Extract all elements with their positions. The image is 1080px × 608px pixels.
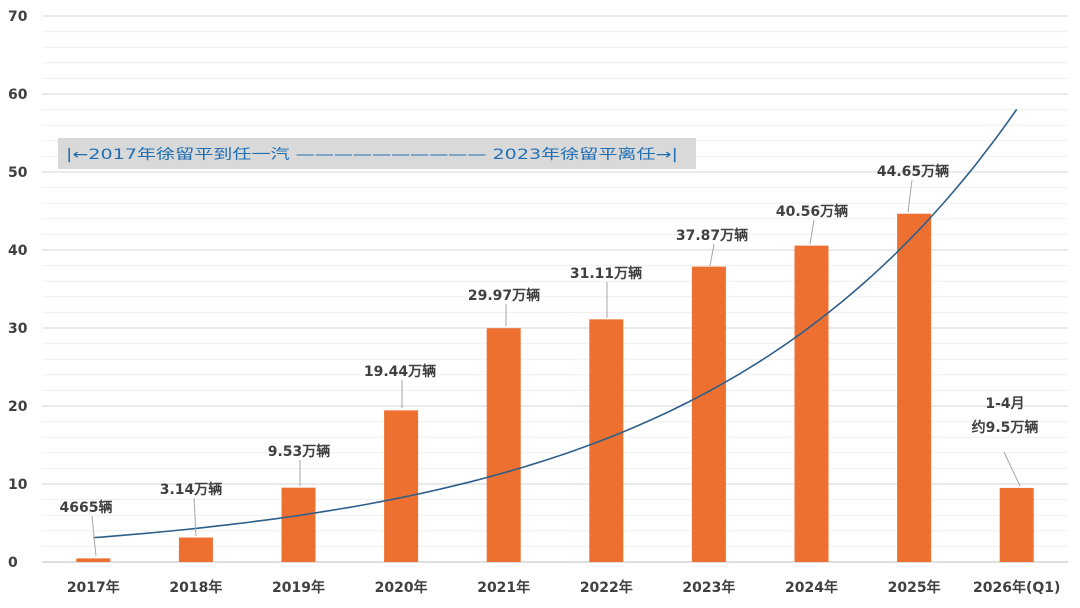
leader-line (1003, 451, 1021, 487)
bar-2018年 (178, 537, 213, 562)
data-label: 19.44万辆 (364, 363, 436, 380)
x-tick-label: 2017年 (67, 579, 120, 596)
y-tick-label: 70 (8, 9, 28, 25)
x-tick-label: 2018年 (169, 579, 222, 596)
leader-line (193, 497, 197, 537)
tenure-annotation: |←2017年徐留平到任一汽 —————————— 2023年徐留平离任→| (66, 146, 678, 163)
bar-2022年 (589, 319, 624, 562)
data-label: 9.53万辆 (268, 443, 331, 460)
x-tick-label: 2019年 (272, 579, 325, 596)
bar-2019年 (281, 487, 316, 562)
data-label: 1-4月 (985, 396, 1024, 412)
x-tick-label: 2022年 (580, 579, 633, 596)
data-label: 29.97万辆 (468, 287, 540, 304)
y-tick-label: 10 (8, 477, 28, 493)
data-label: 37.87万辆 (676, 227, 748, 244)
bar-2024年 (794, 245, 829, 562)
bar-2023年 (691, 266, 726, 562)
y-tick-label: 40 (8, 243, 28, 259)
data-label: 44.65万辆 (877, 163, 949, 180)
bar-2020年 (384, 410, 419, 562)
x-tick-label: 2020年 (375, 579, 428, 596)
bar-2025年 (897, 213, 932, 563)
data-label: 4665辆 (60, 499, 113, 516)
leader-line (91, 515, 97, 557)
data-label: 31.11万辆 (570, 265, 642, 282)
annotation-band (58, 138, 696, 169)
x-tick-label: 2026年(Q1) (973, 579, 1060, 596)
data-label: 40.56万辆 (776, 203, 848, 220)
leader-line (709, 243, 715, 267)
data-label: 约9.5万辆 (972, 419, 1039, 436)
y-tick-label: 0 (8, 555, 18, 571)
bar-2021年 (486, 328, 521, 562)
x-tick-label: 2024年 (785, 579, 838, 596)
y-tick-label: 30 (8, 321, 28, 337)
y-tick-label: 20 (8, 399, 28, 415)
x-tick-label: 2025年 (888, 579, 941, 596)
bar-2026年(Q1) (999, 487, 1034, 562)
exponential-trendline (93, 108, 1018, 539)
data-label: 3.14万辆 (160, 481, 223, 498)
x-tick-label: 2023年 (682, 579, 735, 596)
x-tick-label: 2021年 (477, 579, 530, 596)
leader-line (809, 219, 815, 245)
y-tick-label: 60 (8, 87, 28, 103)
bar-2017年 (76, 558, 111, 562)
y-tick-label: 50 (8, 165, 28, 181)
leader-line (907, 179, 913, 213)
